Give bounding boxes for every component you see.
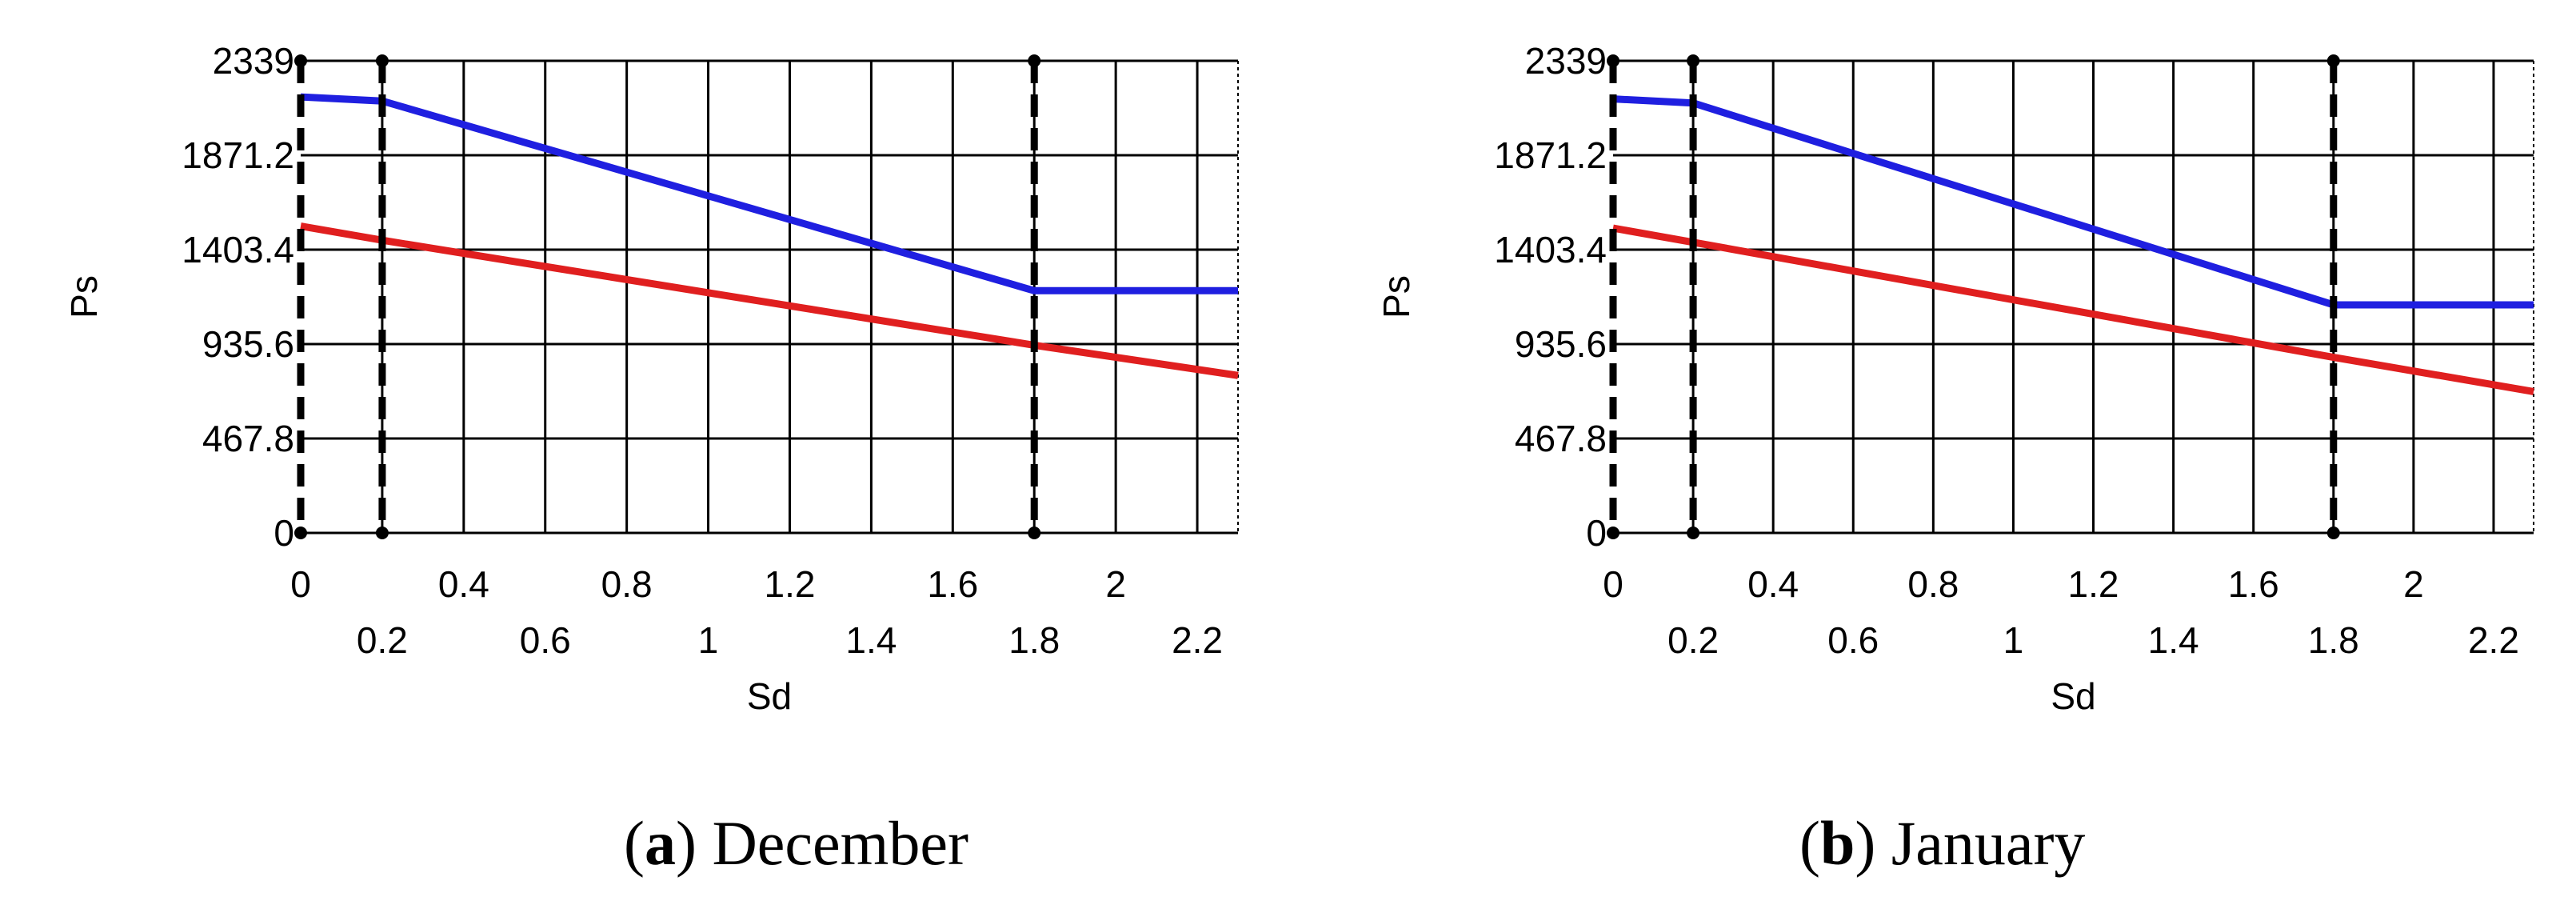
x-tick-label: 0.2	[357, 619, 408, 661]
series-line-1	[300, 93, 1238, 294]
x-tick-label: 1.4	[2148, 619, 2199, 661]
x-tick-label: 0.8	[601, 563, 653, 605]
panel-caption: (a) December	[624, 808, 968, 878]
y-tick-label: 935.6	[1515, 323, 1607, 365]
x-tick-label: 1.6	[2228, 563, 2279, 605]
caption-letter: a	[645, 808, 676, 878]
x-tick-label: 0.6	[1827, 619, 1879, 661]
vertical-marker-dot	[294, 54, 307, 67]
y-tick-label: 2339	[213, 40, 294, 82]
panel-caption: (b) January	[1799, 808, 2085, 878]
y-tick-label: 1403.4	[1494, 229, 1607, 270]
caption-text: January	[1891, 808, 2086, 878]
vertical-marker-dot	[375, 527, 389, 539]
x-tick-label: 0.8	[1907, 563, 1959, 605]
x-tick-label: 0	[1603, 563, 1623, 605]
y-axis-title: Ps	[1376, 275, 1417, 318]
y-tick-label: 1403.4	[182, 229, 294, 270]
x-tick-label: 2	[1105, 563, 1126, 605]
x-axis-title: Sd	[2051, 675, 2095, 717]
x-tick-label: 1.2	[2068, 563, 2119, 605]
y-tick-label: 2339	[1525, 40, 1607, 82]
x-tick-label: 0	[290, 563, 311, 605]
vertical-marker-dot	[1028, 527, 1041, 539]
y-axis-title: Ps	[63, 275, 105, 318]
y-tick-label: 467.8	[1515, 418, 1607, 459]
caption-paren-open: (	[624, 808, 645, 878]
x-tick-label: 0.4	[1747, 563, 1799, 605]
caption-paren-close: )	[1855, 808, 1891, 878]
x-tick-label: 2.2	[1172, 619, 1223, 661]
vertical-marker-dot	[1607, 54, 1619, 67]
vertical-marker-dot	[2326, 527, 2340, 539]
y-tick-label: 1871.2	[1494, 134, 1607, 176]
x-tick-label: 2	[2403, 563, 2424, 605]
caption-paren-open: (	[1799, 808, 1820, 878]
x-tick-label: 2.2	[2468, 619, 2519, 661]
caption-text: December	[712, 808, 968, 878]
caption-letter: b	[1820, 808, 1855, 878]
panel-january: 0 467.8 935.6 1403.4 1871.2 2339 0 0.4 0.8 1.2 1.6…	[1376, 40, 2534, 878]
vertical-marker-dot	[2326, 54, 2340, 67]
x-tick-label: 0.4	[438, 563, 489, 605]
x-tick-label: 1.6	[927, 563, 978, 605]
series-line-1	[1612, 95, 2534, 309]
vertical-marker-dot	[1607, 527, 1619, 539]
x-tick-label: 1	[698, 619, 719, 661]
vertical-marker-dot	[1687, 54, 1700, 67]
x-tick-label: 0.6	[520, 619, 571, 661]
x-tick-label: 1.8	[2308, 619, 2359, 661]
x-tick-label: 1.2	[765, 563, 816, 605]
vertical-marker-dot	[1687, 527, 1700, 539]
series-line-2	[1612, 224, 2534, 395]
y-tick-label: 935.6	[202, 323, 294, 365]
y-tick-label: 0	[1586, 512, 1607, 554]
x-tick-label: 1	[2003, 619, 2024, 661]
x-axis-title: Sd	[747, 675, 792, 717]
y-tick-label: 467.8	[202, 418, 294, 459]
y-tick-label: 1871.2	[182, 134, 294, 176]
panel-december: 0 467.8 935.6 1403.4 1871.2 2339 0 0.4 0.8 1.2 1.6…	[63, 40, 1239, 878]
x-tick-label: 0.2	[1667, 619, 1719, 661]
vertical-marker-dot	[375, 54, 389, 67]
x-tick-label: 1.8	[1008, 619, 1060, 661]
x-tick-label: 1.4	[845, 619, 897, 661]
series-line-2	[300, 222, 1239, 379]
caption-paren-close: )	[676, 808, 712, 878]
vertical-marker-dot	[294, 527, 307, 539]
y-tick-label: 0	[274, 512, 294, 554]
vertical-marker-dot	[1028, 54, 1041, 67]
